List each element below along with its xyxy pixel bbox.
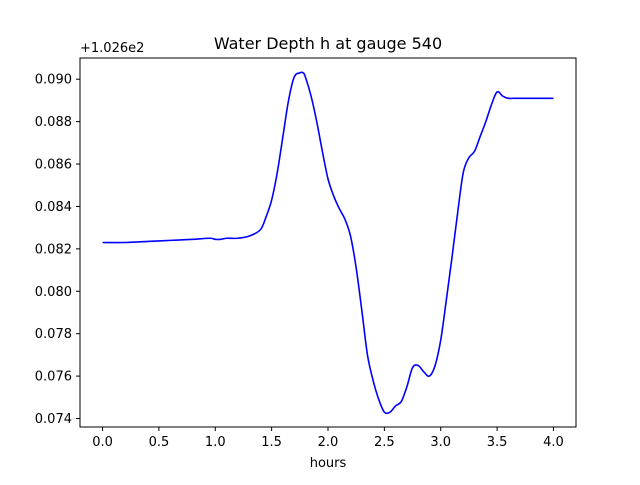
x-axis-label: hours bbox=[310, 456, 347, 471]
x-tick-label: 3.0 bbox=[430, 435, 451, 450]
y-tick-label: 0.086 bbox=[35, 158, 72, 173]
y-tick-label: 0.080 bbox=[35, 285, 72, 300]
y-axis-ticks: 0.074 0.076 0.078 0.080 0.082 0.084 0.086 0.088… bbox=[35, 73, 80, 427]
y-tick-label: 0.082 bbox=[35, 242, 72, 257]
y-offset-label: +1.026e2 bbox=[80, 41, 144, 56]
plot-frame bbox=[79, 57, 577, 428]
x-tick-label: 1.5 bbox=[261, 435, 282, 450]
x-tick-label: 3.5 bbox=[487, 435, 508, 450]
y-tick-label: 0.090 bbox=[35, 73, 72, 88]
chart-title: Water Depth h at gauge 540 bbox=[214, 34, 442, 53]
x-tick-label: 2.0 bbox=[318, 435, 339, 450]
x-tick-label: 0.0 bbox=[92, 435, 113, 450]
y-tick-label: 0.078 bbox=[35, 327, 72, 342]
x-tick-label: 4.0 bbox=[543, 435, 564, 450]
y-tick-label: 0.088 bbox=[35, 115, 72, 130]
x-tick-label: 1.0 bbox=[205, 435, 226, 450]
x-tick-label: 0.5 bbox=[149, 435, 170, 450]
y-tick-label: 0.084 bbox=[35, 200, 72, 215]
series-layer bbox=[102, 71, 554, 415]
x-tick-label: 2.5 bbox=[374, 435, 395, 450]
y-tick-label: 0.076 bbox=[35, 370, 72, 385]
y-tick-label: 0.074 bbox=[35, 412, 72, 427]
series-line bbox=[102, 71, 554, 415]
x-axis-ticks: 0.0 0.5 1.0 1.5 2.0 2.5 3.0 3.5 4.0 bbox=[92, 427, 564, 450]
